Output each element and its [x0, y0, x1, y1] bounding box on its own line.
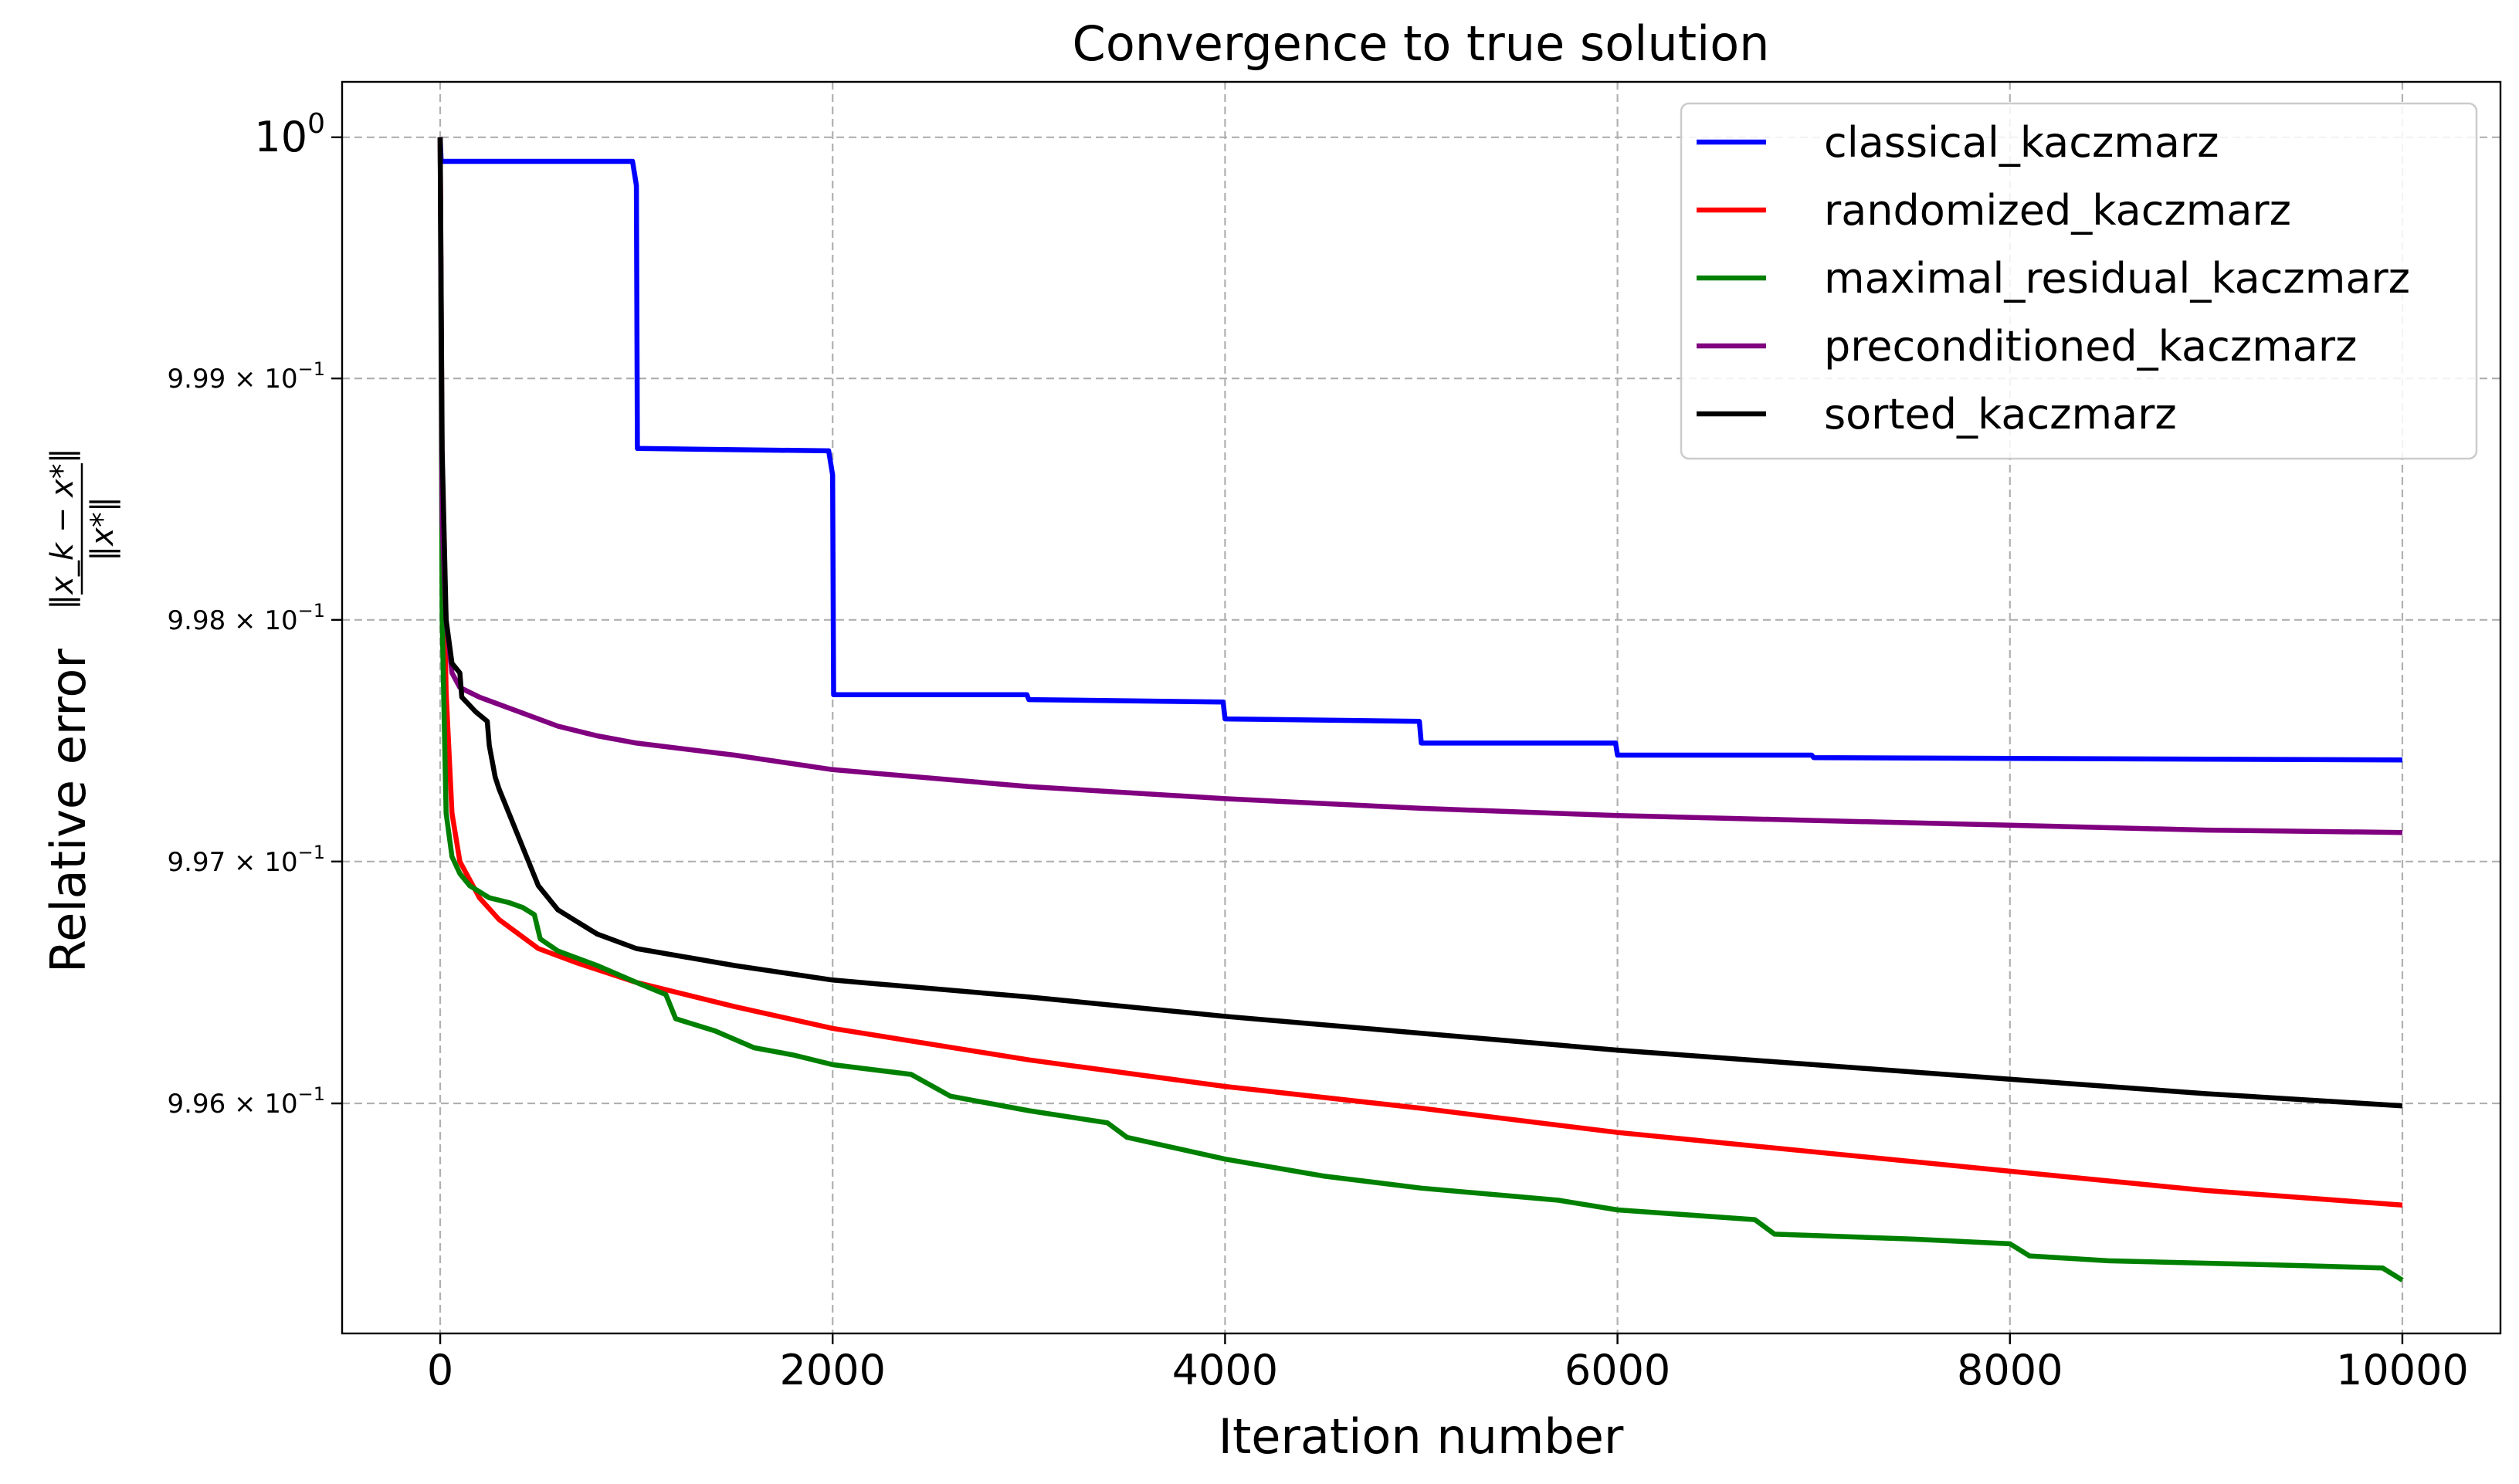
- series-lines: [437, 137, 2404, 1282]
- x-tick-label: 6000: [1565, 1346, 1670, 1394]
- y-tick-label: 100: [254, 108, 325, 161]
- legend-label: sorted_kaczmarz: [1824, 390, 2177, 439]
- series-line-maximal-residual-kaczmarz: [437, 137, 2404, 1282]
- y-axis-label: Relative error ‖x_k − x*‖ ‖x*‖: [40, 448, 120, 973]
- series-line-classical-kaczmarz: [437, 137, 2403, 763]
- x-tick-label: 10000: [2336, 1346, 2469, 1394]
- series-line-randomized-kaczmarz: [437, 137, 2403, 1208]
- series-line-preconditioned-kaczmarz: [437, 137, 2403, 835]
- legend-label: classical_kaczmarz: [1824, 118, 2219, 167]
- legend-label: maximal_residual_kaczmarz: [1824, 254, 2410, 303]
- legend-label: randomized_kaczmarz: [1824, 186, 2291, 235]
- x-tick-label: 2000: [780, 1346, 886, 1394]
- y-tick-label: 9.97 × 10−1: [168, 842, 325, 878]
- x-tick-label: 4000: [1172, 1346, 1278, 1394]
- chart-title: Convergence to true solution: [1073, 15, 1770, 72]
- x-tick-label: 8000: [1957, 1346, 2063, 1394]
- x-axis-label: Iteration number: [1219, 1408, 1624, 1465]
- y-tick-label: 9.96 × 10−1: [168, 1083, 325, 1120]
- y-axis-label-denominator: ‖x*‖: [85, 496, 120, 561]
- x-tick-label: 0: [427, 1346, 453, 1394]
- x-axis-ticks: 0 2000 4000 6000 8000 10000: [427, 1333, 2469, 1394]
- y-axis-ticks: 100 9.99 × 10−1 9.98 × 10−1 9.97 × 10−1 9.96…: [168, 108, 342, 1120]
- legend-frame: [1680, 102, 2478, 460]
- legend-label: preconditioned_kaczmarz: [1824, 322, 2357, 371]
- y-tick-label: 9.98 × 10−1: [168, 600, 325, 636]
- y-tick-label: 9.99 × 10−1: [168, 358, 325, 395]
- legend: classical_kaczmarz randomized_kaczmarzmax…: [1680, 102, 2478, 460]
- series-line-sorted-kaczmarz: [437, 137, 2403, 1109]
- gridlines: [342, 82, 2500, 1333]
- plot-frame: [341, 80, 2502, 1335]
- y-axis-label-numerator: ‖x_k − x*‖: [45, 448, 80, 609]
- y-axis-label-text: Relative error: [40, 649, 97, 973]
